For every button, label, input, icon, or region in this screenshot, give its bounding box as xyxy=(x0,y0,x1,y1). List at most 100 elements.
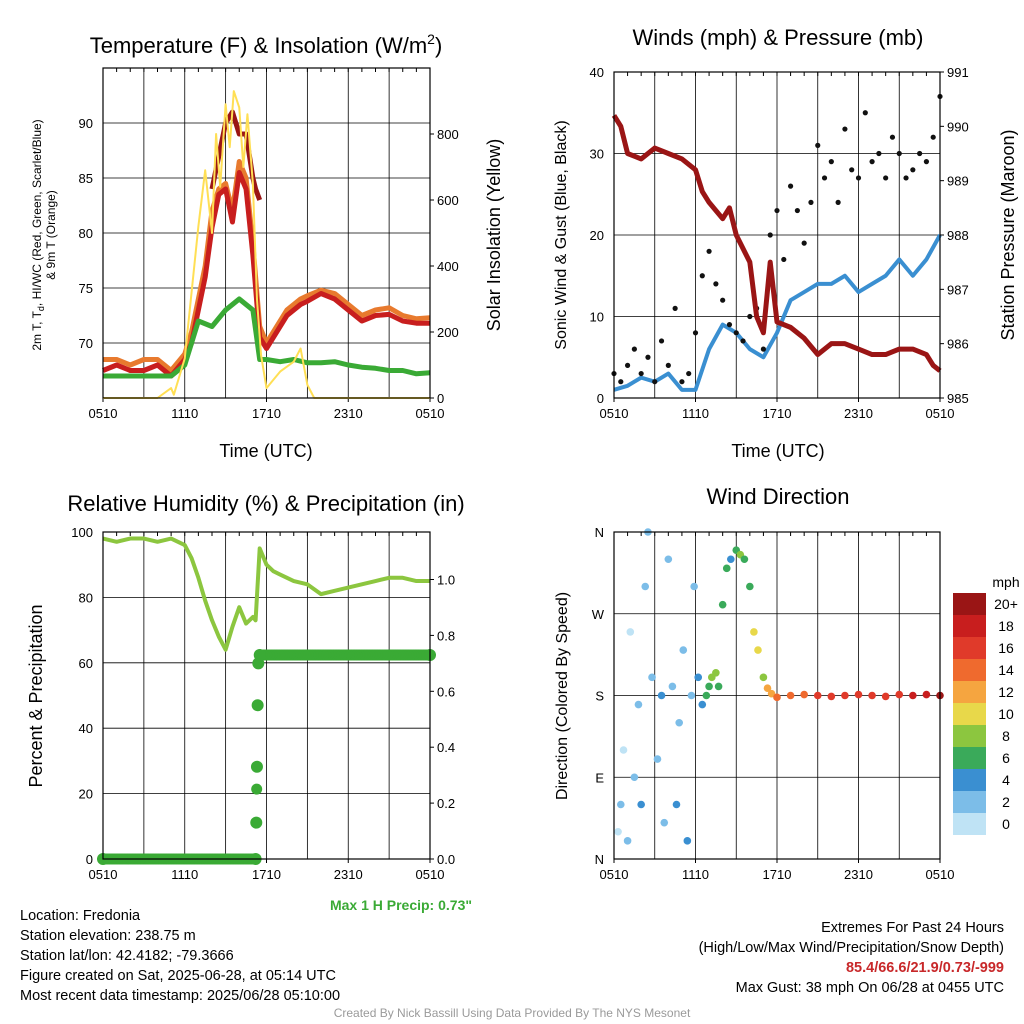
extremes-title: Extremes For Past 24 Hours xyxy=(821,920,1004,936)
gust-point xyxy=(618,379,624,385)
winds-ylabel-right: Station Pressure (Maroon) xyxy=(998,129,1018,340)
legend-label: 2 xyxy=(1002,794,1010,810)
legend-label: 8 xyxy=(1002,728,1010,744)
x-tick-label: 2310 xyxy=(334,406,363,421)
legend-swatch xyxy=(953,747,986,769)
precip-note: Max 1 H Precip: 0.73" xyxy=(330,897,472,913)
gust-point xyxy=(692,330,699,336)
x-tick-label: 0510 xyxy=(416,867,445,882)
gust-point xyxy=(740,338,746,344)
y-tick-label-left: 0 xyxy=(86,852,93,867)
legend-label: 16 xyxy=(998,640,1014,656)
gust-point xyxy=(720,297,726,303)
gust-point xyxy=(699,273,705,279)
gust-point xyxy=(849,167,855,173)
extremes-values: 85.4/66.6/21.9/0.73/-999 xyxy=(845,960,1004,976)
direction-point xyxy=(683,837,692,845)
gust-point xyxy=(883,175,889,181)
winds-xlabel: Time (UTC) xyxy=(731,441,824,461)
y-tick-label-left: 40 xyxy=(590,65,604,80)
direction-ylabel-left: Direction (Colored By Speed) xyxy=(554,592,571,800)
direction-point xyxy=(841,691,849,700)
legend-swatch xyxy=(953,615,986,637)
x-tick-label: 2310 xyxy=(334,867,363,882)
direction-point xyxy=(773,693,781,702)
x-tick-label: 0510 xyxy=(416,406,445,421)
gust-point xyxy=(726,322,733,328)
direction-point xyxy=(909,691,917,700)
plot-frame xyxy=(102,67,431,399)
y-tick-label-right: 989 xyxy=(947,174,969,189)
y-tick-label-left: 80 xyxy=(79,590,93,605)
plot-frame xyxy=(613,71,941,399)
direction-point xyxy=(759,673,768,682)
y-tick-label-left: 30 xyxy=(590,147,604,162)
legend-swatch xyxy=(953,659,986,681)
gust-point xyxy=(896,150,902,157)
gust-point xyxy=(679,379,685,385)
direction-point xyxy=(623,837,632,845)
direction-point xyxy=(750,628,758,636)
panel-winds: Winds (mph) & Pressure (mb) Time (UTC) S… xyxy=(553,25,1018,461)
direction-point xyxy=(668,682,677,691)
y-tick-label-left: 100 xyxy=(71,525,93,540)
gust-point xyxy=(781,256,787,263)
direction-point xyxy=(813,691,822,700)
gust-point xyxy=(665,362,671,368)
info-created: Figure created on Sat, 2025-06-28, at 05… xyxy=(20,968,336,984)
panel-wind-direction-title: Wind Direction xyxy=(706,484,849,509)
x-tick-label: 1710 xyxy=(763,406,792,421)
direction-point xyxy=(895,690,904,699)
temp-series-line xyxy=(209,109,263,201)
x-tick-label: 1710 xyxy=(252,406,281,421)
y-tick-label-left: 20 xyxy=(590,228,604,243)
legend-swatch xyxy=(953,813,986,835)
direction-point xyxy=(694,673,703,682)
gust-point xyxy=(910,167,916,173)
direction-point xyxy=(687,691,696,700)
direction-point xyxy=(718,600,727,609)
direction-point xyxy=(712,668,720,677)
y-tick-label-left: 80 xyxy=(79,226,93,241)
direction-point xyxy=(746,582,754,591)
y-tick-label-right: 987 xyxy=(947,282,969,297)
legend-label: 12 xyxy=(998,684,1014,700)
legend-label: 10 xyxy=(998,706,1014,722)
direction-point xyxy=(653,755,662,763)
y-tick-label-left: 0 xyxy=(597,391,604,406)
panel-wind-direction: Wind Direction Direction (Colored By Spe… xyxy=(554,484,1020,800)
direction-point xyxy=(675,718,683,727)
direction-point xyxy=(727,555,735,564)
x-tick-label: 0510 xyxy=(926,867,955,882)
direction-point xyxy=(679,646,688,654)
gust-point xyxy=(652,379,658,385)
direction-point xyxy=(614,827,622,836)
direction-point xyxy=(714,682,723,691)
x-tick-label: 0510 xyxy=(600,406,629,421)
plot-frame xyxy=(613,531,941,860)
y-tick-label-right: 200 xyxy=(437,325,459,340)
y-tick-label-left: 90 xyxy=(79,116,93,131)
winds-ylabel-left: Sonic Wind & Gust (Blue, Black) xyxy=(553,120,570,349)
legend-label: 20+ xyxy=(994,596,1018,612)
gust-point xyxy=(801,240,807,246)
legend-swatch xyxy=(953,769,986,791)
direction-point xyxy=(754,646,762,654)
gust-point xyxy=(930,134,936,140)
gust-point xyxy=(903,175,909,181)
direction-point xyxy=(648,673,656,682)
x-tick-label: 0510 xyxy=(600,867,629,882)
legend-swatch xyxy=(953,681,986,703)
x-tick-label: 0510 xyxy=(926,406,955,421)
gust-point xyxy=(869,159,875,165)
gust-point xyxy=(658,338,665,344)
rh-line xyxy=(102,536,430,652)
y-tick-label-right: 0.2 xyxy=(437,796,455,811)
pressure-line xyxy=(611,114,942,373)
gust-point xyxy=(842,126,848,132)
gust-point xyxy=(821,175,828,181)
gust-point xyxy=(706,248,712,254)
direction-point xyxy=(626,628,635,636)
y-tick-label-left: 40 xyxy=(79,721,93,736)
